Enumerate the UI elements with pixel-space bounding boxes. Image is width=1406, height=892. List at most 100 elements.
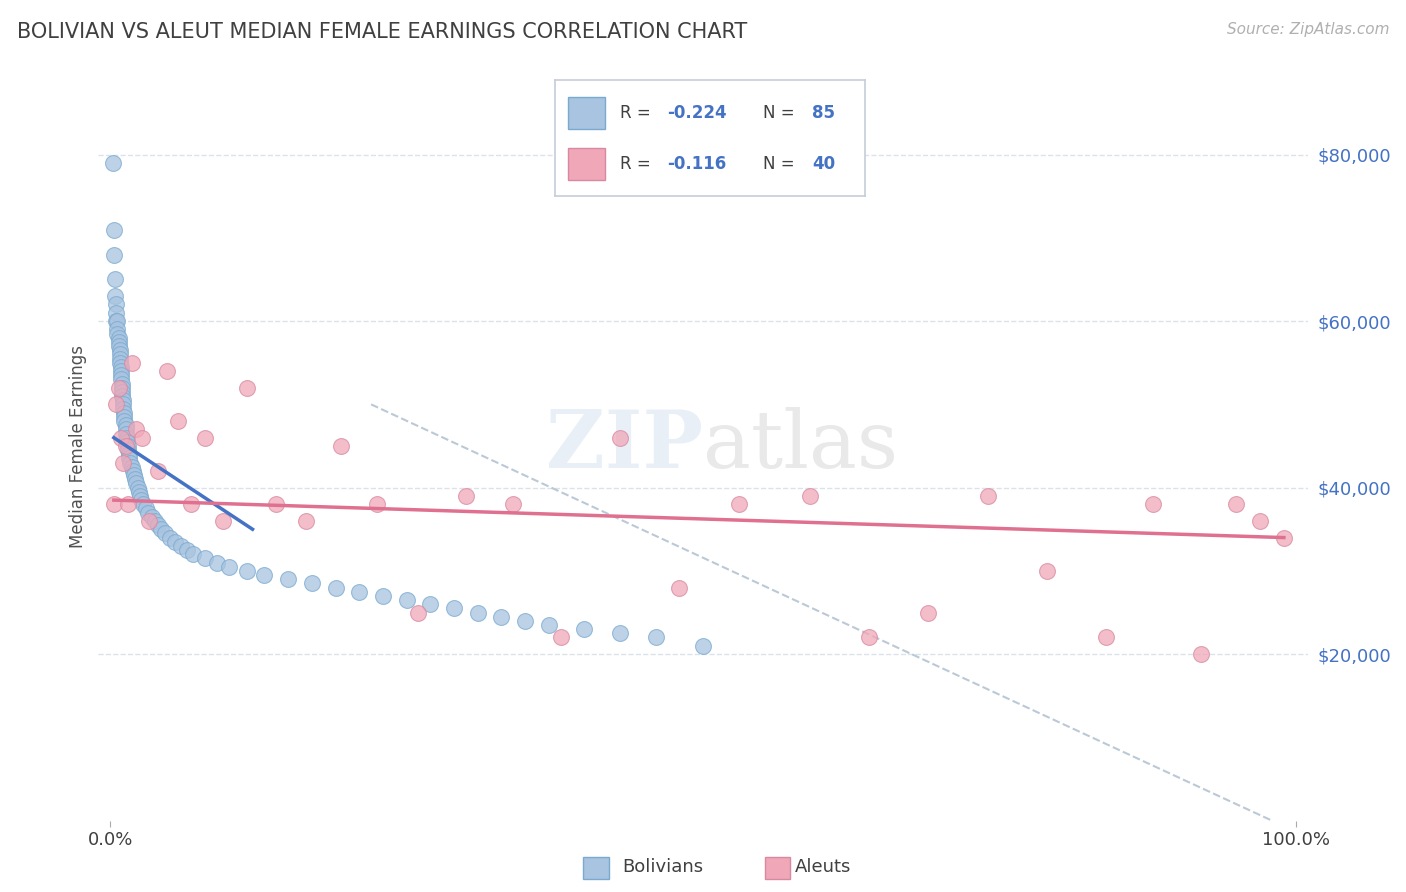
Point xyxy=(1189,647,1212,661)
Point xyxy=(115,431,138,445)
Point xyxy=(128,484,150,499)
Point xyxy=(112,401,135,416)
Y-axis label: Median Female Earnings: Median Female Earnings xyxy=(69,344,87,548)
Text: R =: R = xyxy=(620,155,657,173)
Point xyxy=(108,356,131,370)
Point xyxy=(112,456,135,470)
Point xyxy=(146,518,169,533)
Point xyxy=(644,631,666,645)
Point xyxy=(143,514,166,528)
Text: Bolivians: Bolivians xyxy=(621,858,703,876)
Point xyxy=(117,439,139,453)
Point xyxy=(443,601,465,615)
Point xyxy=(205,556,228,570)
Point xyxy=(235,564,257,578)
Point xyxy=(347,584,370,599)
Text: 85: 85 xyxy=(813,103,835,121)
Point xyxy=(120,456,142,470)
Point xyxy=(101,156,124,170)
Point xyxy=(194,431,217,445)
Point xyxy=(141,509,163,524)
Point xyxy=(114,439,136,453)
Point xyxy=(181,547,204,561)
Point xyxy=(153,526,176,541)
Point xyxy=(609,626,631,640)
Point xyxy=(108,351,131,366)
Point xyxy=(419,597,441,611)
Point xyxy=(111,389,134,403)
Point xyxy=(125,422,148,436)
Point xyxy=(114,409,136,424)
Point xyxy=(110,364,132,378)
Point xyxy=(218,559,240,574)
Point xyxy=(395,593,418,607)
Point xyxy=(112,397,135,411)
Text: R =: R = xyxy=(620,103,657,121)
Point xyxy=(110,359,132,374)
Point xyxy=(105,314,128,328)
Point xyxy=(366,497,388,511)
Point xyxy=(107,339,129,353)
Point xyxy=(114,422,136,436)
Point xyxy=(146,464,169,478)
Point xyxy=(105,397,128,411)
Point xyxy=(156,364,179,378)
Point xyxy=(111,384,134,399)
Point xyxy=(127,481,149,495)
Text: N =: N = xyxy=(762,103,800,121)
Point xyxy=(132,497,155,511)
Point xyxy=(330,439,353,453)
Point xyxy=(502,497,524,511)
Point xyxy=(858,631,880,645)
Point xyxy=(105,322,128,336)
Point xyxy=(111,381,134,395)
Point xyxy=(114,414,136,428)
Point xyxy=(295,514,318,528)
Point xyxy=(1225,497,1247,511)
Point xyxy=(550,631,572,645)
Point xyxy=(371,589,394,603)
Point xyxy=(114,426,136,441)
Point xyxy=(454,489,477,503)
Point xyxy=(107,334,129,349)
Point xyxy=(1095,631,1118,645)
Text: 40: 40 xyxy=(813,155,835,173)
Point xyxy=(103,222,125,236)
Point xyxy=(136,506,159,520)
Point xyxy=(1036,564,1059,578)
Point xyxy=(138,514,160,528)
Point xyxy=(121,356,143,370)
Text: Source: ZipAtlas.com: Source: ZipAtlas.com xyxy=(1226,22,1389,37)
Point xyxy=(122,468,145,483)
Point xyxy=(165,534,187,549)
Point xyxy=(135,501,157,516)
Point xyxy=(115,434,138,449)
Point xyxy=(107,381,129,395)
Point xyxy=(491,609,513,624)
Point xyxy=(104,289,127,303)
Point xyxy=(692,639,714,653)
Point xyxy=(301,576,323,591)
Text: BOLIVIAN VS ALEUT MEDIAN FEMALE EARNINGS CORRELATION CHART: BOLIVIAN VS ALEUT MEDIAN FEMALE EARNINGS… xyxy=(17,22,747,42)
Point xyxy=(166,414,188,428)
Text: ZIP: ZIP xyxy=(546,407,703,485)
Point xyxy=(103,497,125,511)
Point xyxy=(129,493,152,508)
Point xyxy=(105,326,128,341)
Point xyxy=(917,606,939,620)
Point xyxy=(212,514,235,528)
Point xyxy=(194,551,217,566)
Point xyxy=(176,543,198,558)
Point xyxy=(118,447,141,461)
Text: -0.224: -0.224 xyxy=(666,103,727,121)
Point xyxy=(253,568,276,582)
Point xyxy=(1142,497,1164,511)
Point xyxy=(408,606,430,620)
Text: atlas: atlas xyxy=(703,407,898,485)
Point xyxy=(976,489,998,503)
Point xyxy=(105,306,128,320)
Point xyxy=(108,347,131,361)
Point xyxy=(111,376,134,391)
Point xyxy=(170,539,193,553)
Point xyxy=(107,331,129,345)
